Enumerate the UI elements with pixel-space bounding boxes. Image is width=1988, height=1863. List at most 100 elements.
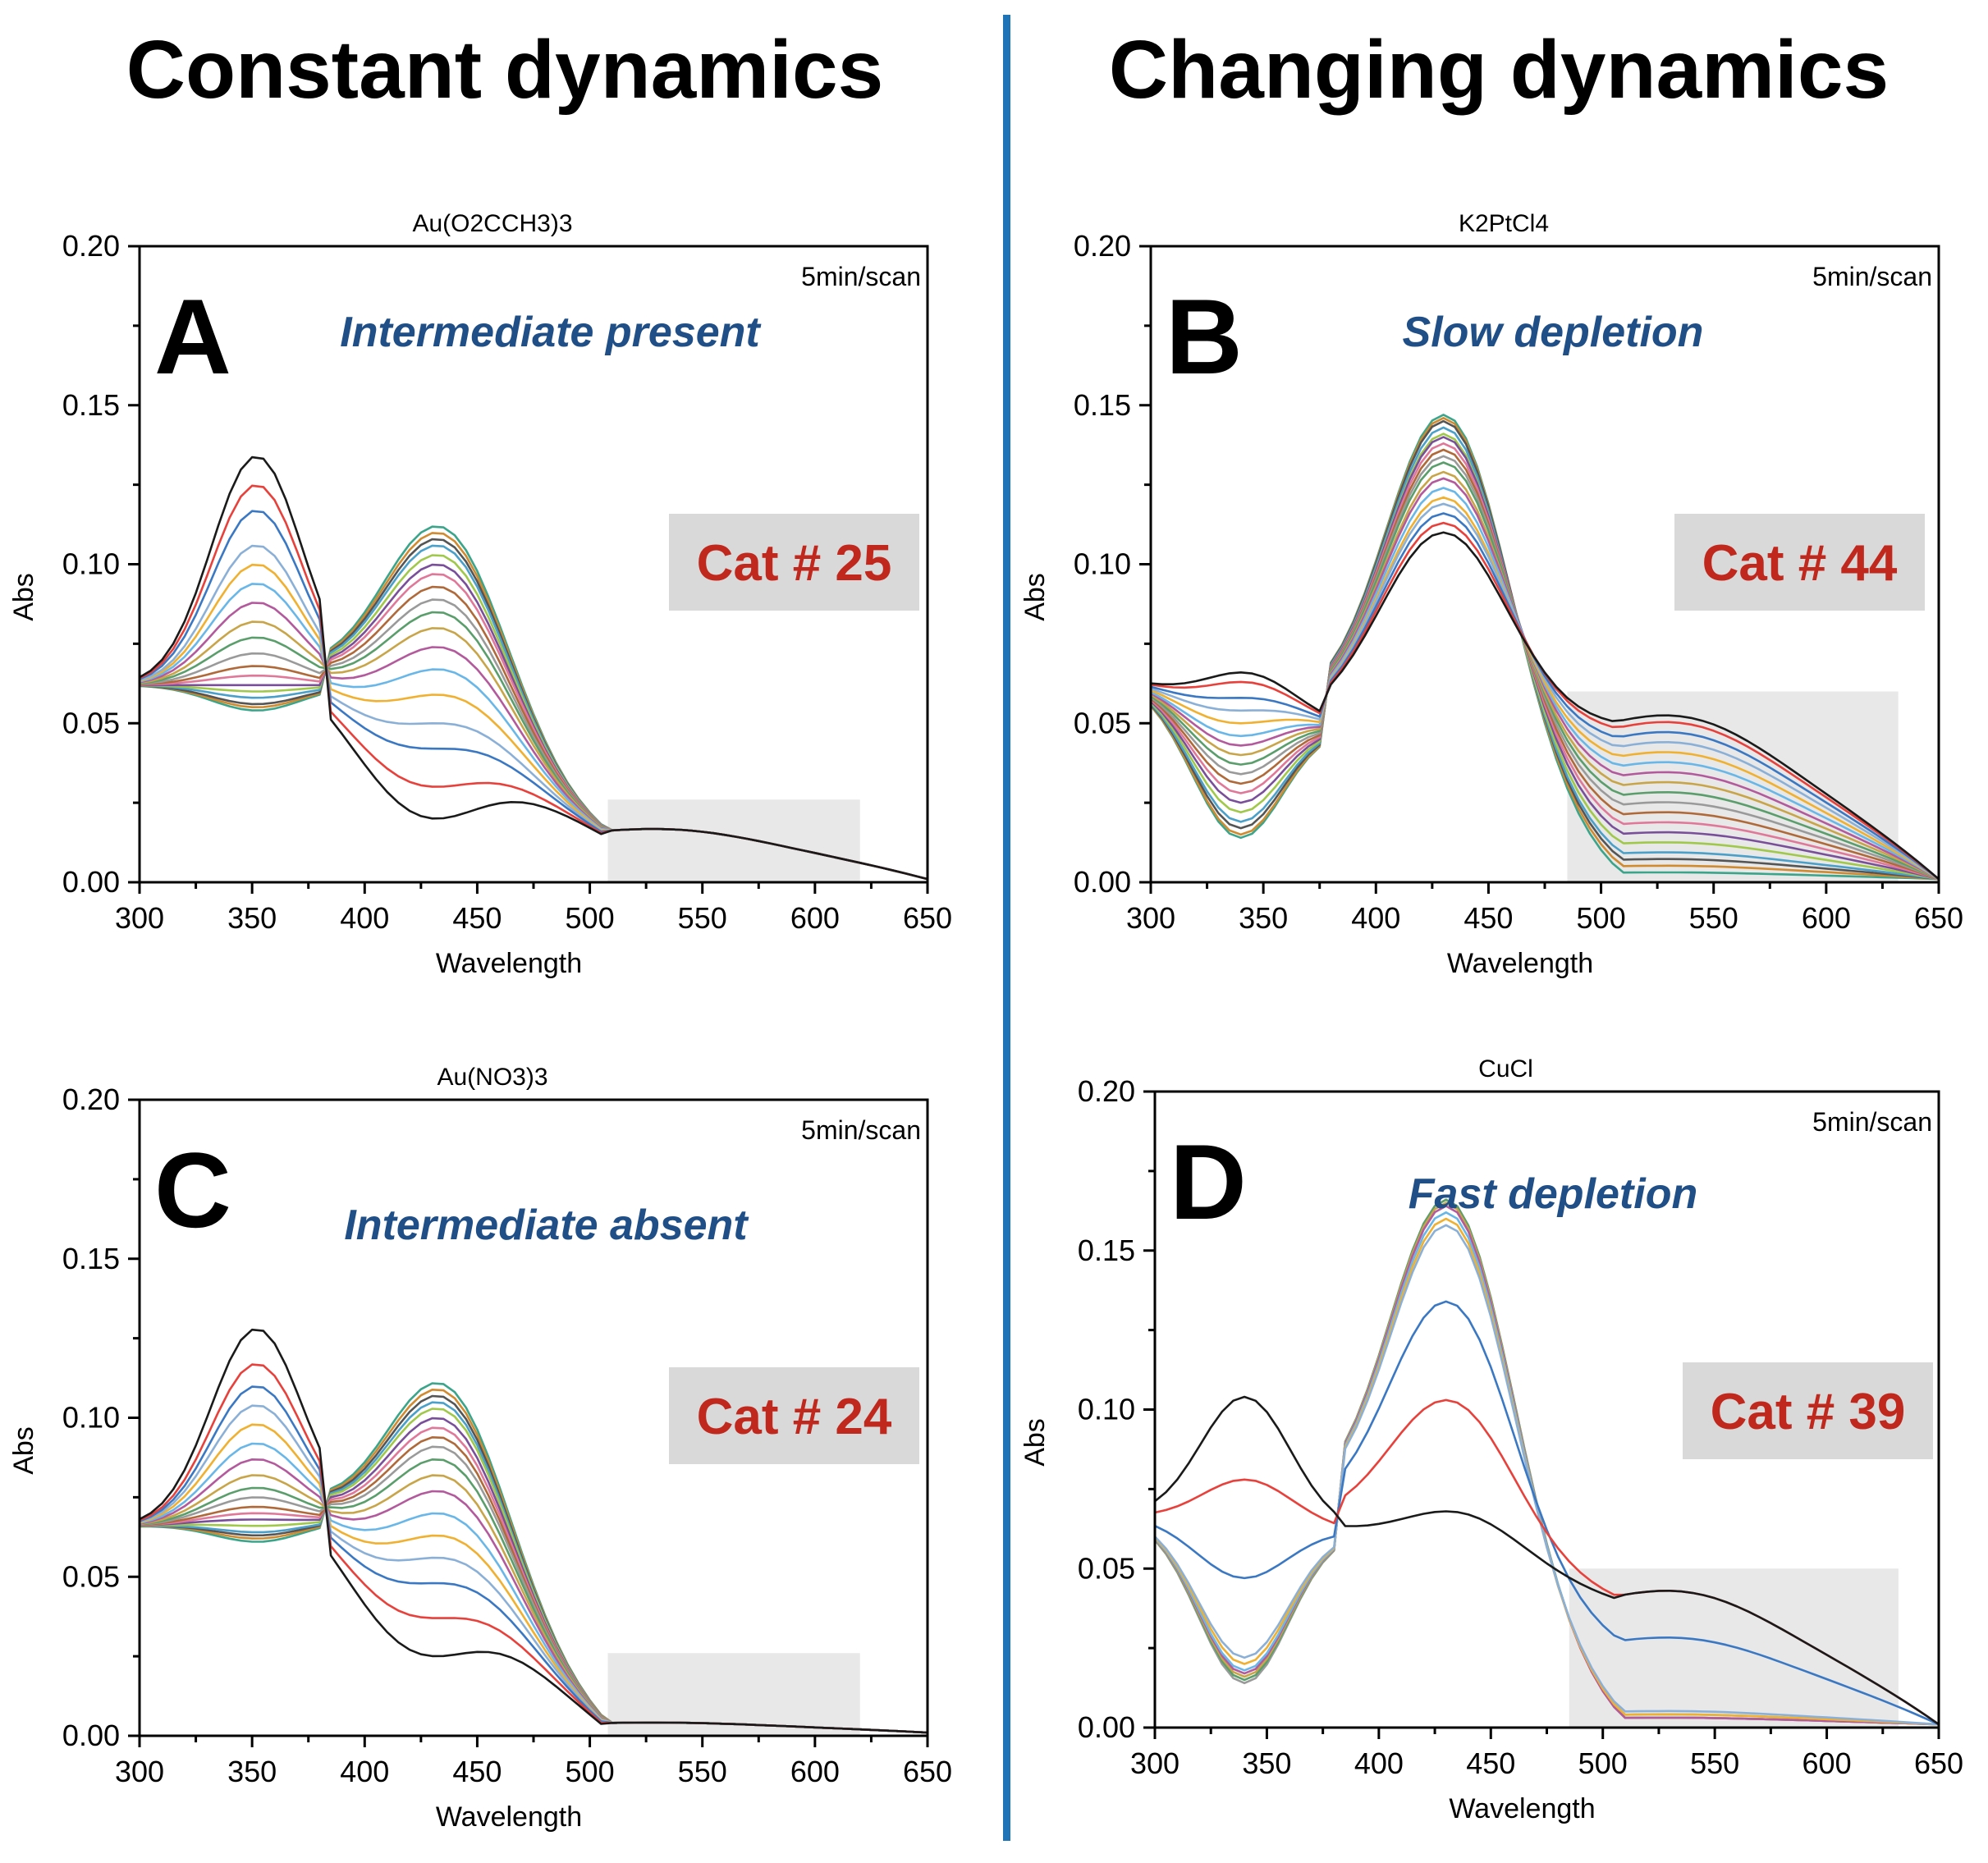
y-tick-label: 0.05: [62, 706, 120, 739]
y-tick-label: 0.05: [1074, 706, 1131, 739]
series-line: [1150, 496, 1940, 881]
category-box: [1683, 1362, 1933, 1459]
x-tick-label: 650: [1914, 901, 1963, 935]
x-tick-label: 350: [1239, 901, 1288, 935]
x-tick-label: 400: [340, 901, 389, 935]
series-line: [1150, 502, 1940, 881]
category-label: Cat # 39: [1711, 1384, 1906, 1440]
y-tick-label: 0.10: [62, 1401, 120, 1435]
series-line: [1150, 512, 1940, 881]
x-tick-label: 550: [1690, 1746, 1739, 1780]
series-line: [1150, 442, 1940, 881]
x-tick-label: 550: [1689, 901, 1738, 935]
x-tick-label: 400: [340, 1755, 389, 1788]
dynamics-annotation: Intermediate present: [340, 309, 762, 356]
series-line: [1150, 531, 1940, 881]
category-label: Cat # 25: [697, 535, 892, 592]
dynamics-annotation: Intermediate absent: [344, 1202, 749, 1249]
series-line: [1154, 1395, 1940, 1726]
y-tick-label: 0.00: [1074, 865, 1131, 899]
header-constant-dynamics: Constant dynamics: [126, 24, 884, 116]
chart-title: Au(O2CCH3)3: [412, 210, 572, 237]
x-tick-label: 300: [1130, 1746, 1180, 1780]
y-tick-label: 0.20: [1078, 1074, 1135, 1108]
x-tick-label: 500: [566, 901, 615, 935]
header-changing-dynamics: Changing dynamics: [1108, 24, 1890, 116]
shaded-region: [1569, 1568, 1899, 1728]
x-tick-label: 300: [115, 1755, 164, 1788]
scan-note: 5min/scan: [801, 1115, 921, 1145]
x-tick-label: 600: [790, 1755, 840, 1788]
panel-letter: D: [1170, 1122, 1247, 1242]
panel-letter: C: [154, 1130, 231, 1250]
series-line: [1154, 1300, 1940, 1726]
category-box: [669, 514, 919, 611]
y-tick-label: 0.00: [62, 1719, 120, 1752]
y-axis-title: Abs: [1019, 1418, 1051, 1467]
dynamics-annotation: Slow depletion: [1403, 309, 1704, 356]
y-tick-label: 0.15: [62, 388, 120, 422]
x-axis-title: Wavelength: [1447, 948, 1593, 979]
y-tick-label: 0.20: [62, 229, 120, 263]
y-tick-label: 0.00: [62, 865, 120, 899]
x-axis-title: Wavelength: [436, 1801, 582, 1833]
dynamics-annotation: Fast depletion: [1409, 1170, 1697, 1218]
x-tick-label: 450: [452, 1755, 502, 1788]
y-tick-label: 0.00: [1078, 1710, 1135, 1744]
shaded-region: [607, 799, 860, 882]
category-box: [669, 1367, 919, 1464]
x-tick-label: 400: [1354, 1746, 1404, 1780]
x-tick-label: 450: [1464, 901, 1513, 935]
x-tick-label: 650: [1914, 1746, 1963, 1780]
chart-title: CuCl: [1478, 1055, 1533, 1083]
series-line: [1150, 448, 1940, 881]
x-tick-label: 600: [1802, 1746, 1852, 1780]
x-tick-label: 550: [678, 901, 727, 935]
category-label: Cat # 24: [697, 1389, 892, 1445]
series-line: [1150, 461, 1940, 881]
x-tick-label: 500: [1578, 1746, 1628, 1780]
x-tick-label: 600: [1802, 901, 1851, 935]
y-tick-label: 0.20: [62, 1083, 120, 1116]
scan-note: 5min/scan: [801, 262, 921, 291]
x-tick-label: 350: [227, 1755, 277, 1788]
column-divider: [1003, 15, 1010, 1841]
x-axis-title: Wavelength: [1449, 1793, 1595, 1824]
chart-b: 300 350 400 450 500 550 600 650 0.00 0.05 0.10 0.15…: [1019, 210, 1963, 979]
panel-d: 300 350 400 450 500 550 600 650 0.00 0.05 0.10 0.15…: [1011, 1042, 1988, 1851]
series-line: [139, 455, 928, 881]
x-tick-label: 550: [678, 1755, 727, 1788]
y-tick-label: 0.20: [1074, 229, 1131, 263]
y-tick-label: 0.05: [1078, 1551, 1135, 1585]
panel-letter: B: [1166, 277, 1243, 396]
x-axis-title: Wavelength: [436, 948, 582, 979]
x-tick-label: 350: [227, 901, 277, 935]
y-tick-label: 0.15: [1074, 388, 1131, 422]
series-line: [1150, 487, 1940, 881]
x-tick-label: 450: [1466, 1746, 1515, 1780]
series-line: [139, 1328, 928, 1734]
y-tick-label: 0.10: [1074, 547, 1131, 581]
panel-letter: A: [154, 277, 231, 396]
x-tick-label: 350: [1242, 1746, 1291, 1780]
y-axis-title: Abs: [1019, 573, 1051, 621]
x-tick-label: 650: [903, 1755, 952, 1788]
x-tick-label: 300: [1126, 901, 1175, 935]
y-tick-label: 0.15: [1078, 1234, 1135, 1267]
x-tick-label: 450: [452, 901, 502, 935]
series-line: [1150, 433, 1940, 881]
chart-title: K2PtCl4: [1459, 210, 1549, 237]
y-tick-label: 0.10: [62, 547, 120, 581]
y-tick-label: 0.05: [62, 1559, 120, 1593]
panel-a: 300 350 400 450 500 550 600 650 0.00 0.05 0.10 0.15…: [0, 189, 977, 997]
chart-c: 300 350 400 450 500 550 600 650 0.00 0.05 0.10 0.15…: [8, 1064, 952, 1833]
x-tick-label: 650: [903, 901, 952, 935]
scan-note: 5min/scan: [1812, 262, 1932, 291]
scan-note: 5min/scan: [1812, 1107, 1932, 1137]
category-label: Cat # 44: [1702, 535, 1898, 592]
shaded-region: [1567, 691, 1899, 882]
series-line: [1150, 470, 1940, 881]
x-tick-label: 300: [115, 901, 164, 935]
y-tick-label: 0.15: [62, 1242, 120, 1275]
